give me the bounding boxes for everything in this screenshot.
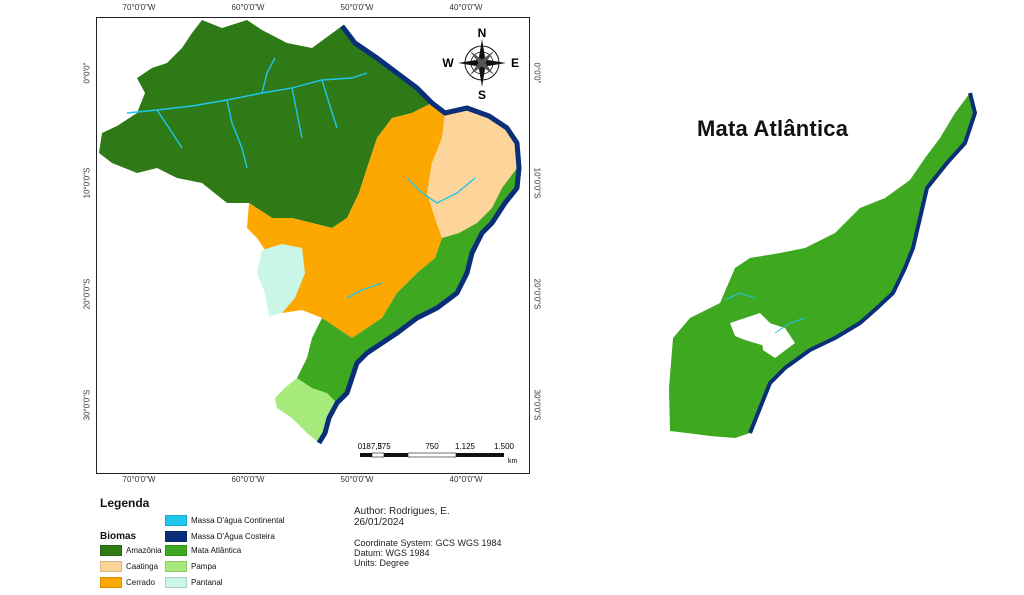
legend-item-cerrado: Cerrado: [100, 577, 155, 588]
inset-coastal-water: [748, 92, 977, 434]
legend-label: Mata Atlântica: [191, 546, 242, 555]
legend-label: Massa D'Água Costeira: [191, 532, 275, 541]
tick-left-3: 30°0'0"S: [82, 389, 92, 421]
scale-bar: 0 187,5 375 750 1.125 1.500 km: [358, 442, 518, 465]
tick-right-1: 10°0'0"S: [532, 167, 542, 199]
tick-top-1: 60°0'0"W: [231, 3, 265, 12]
tick-right-3: 30°0'0"S: [532, 389, 542, 421]
continental-water: [126, 57, 476, 299]
biome-mata-atlantica: [297, 168, 519, 413]
tick-top-3: 40°0'0"W: [449, 3, 483, 12]
tick-left-0: 0°0'0": [82, 62, 92, 84]
legend-label: Massa D'água Continental: [191, 516, 285, 525]
tick-right-2: 20°0'0"S: [532, 278, 542, 310]
legend-group-title: Biomas: [100, 531, 137, 542]
tick-left-2: 20°0'0"S: [82, 278, 92, 310]
compass-n: N: [478, 26, 487, 40]
scale-label-4: 1.125: [455, 442, 476, 451]
inset-mata-atlantica: [669, 93, 975, 438]
legend-label: Caatinga: [126, 562, 159, 571]
brazil-biomes-map: N S E W 0 187,5 375 750 1.125 1.500 km: [96, 17, 530, 474]
compass-rose-icon: N S E W: [442, 26, 519, 102]
tick-bottom-2: 50°0'0"W: [340, 475, 374, 484]
inset-cutout: [760, 320, 795, 358]
coastal-water: [316, 24, 522, 445]
tick-right-0: 0°0'0": [532, 62, 542, 84]
legend-item-massa-continental: Massa D'água Continental: [165, 515, 285, 526]
mata-atlantica-inset-map: [669, 92, 977, 438]
legend-swatch: [165, 531, 187, 542]
credits-author-block: Author: Rodrigues, E. 26/01/2024: [354, 506, 450, 528]
inset-title: Mata Atlântica: [697, 116, 849, 141]
legend-swatch: [100, 545, 122, 556]
biome-amazonia: [99, 20, 432, 228]
legend-swatch: [165, 561, 187, 572]
legend-item-mata-atlantica: Mata Atlântica: [165, 545, 241, 556]
scale-label-3: 750: [425, 442, 439, 451]
credits-units: Units: Degree: [354, 558, 410, 568]
scale-label-1: 187,5: [362, 442, 383, 451]
biome-caatinga: [427, 108, 517, 238]
brazil-map-svg: N S E W 0 187,5 375 750 1.125 1.500 km: [99, 20, 522, 465]
legend-label: Pampa: [191, 562, 217, 571]
legend-item-massa-costeira: Massa D'Água Costeira: [165, 531, 275, 542]
credits-datum: Datum: WGS 1984: [354, 548, 430, 558]
legend-label: Pantanal: [191, 578, 223, 587]
biome-pantanal: [257, 244, 305, 316]
scale-label-5: 1.500: [494, 442, 515, 451]
legend-swatch: [165, 577, 187, 588]
legend-swatch: [165, 545, 187, 556]
credits-coord-block: Coordinate System: GCS WGS 1984 Datum: W…: [354, 538, 502, 568]
tick-left-1: 10°0'0"S: [82, 167, 92, 199]
credits-date: 26/01/2024: [354, 517, 405, 528]
compass-e: E: [511, 56, 519, 70]
biome-pampa: [275, 378, 337, 443]
legend-swatch: [165, 515, 187, 526]
legend-item-pampa: Pampa: [165, 561, 216, 572]
legend-item-caatinga: Caatinga: [100, 561, 158, 572]
inset-continental-water: [724, 292, 806, 334]
legend-title: Legenda: [100, 496, 150, 510]
tick-bottom-3: 40°0'0"W: [449, 475, 483, 484]
tick-top-0: 70°0'0"W: [122, 3, 156, 12]
scale-label-2: 375: [377, 442, 391, 451]
scale-unit: km: [508, 458, 518, 465]
compass-w: W: [442, 56, 454, 70]
legend-label: Amazônia: [126, 546, 162, 555]
credits-coord-system: Coordinate System: GCS WGS 1984: [354, 538, 502, 548]
tick-bottom-1: 60°0'0"W: [231, 475, 265, 484]
legend-item-pantanal: Pantanal: [165, 577, 223, 588]
compass-s: S: [478, 88, 486, 102]
legend-swatch: [100, 577, 122, 588]
credits-author: Author: Rodrigues, E.: [354, 506, 450, 517]
scale-label-0: 0: [358, 442, 363, 451]
legend-item-amazonia: Amazônia: [100, 545, 162, 556]
tick-top-2: 50°0'0"W: [340, 3, 374, 12]
legend-swatch: [100, 561, 122, 572]
legend-label: Cerrado: [126, 578, 155, 587]
tick-bottom-0: 70°0'0"W: [122, 475, 156, 484]
